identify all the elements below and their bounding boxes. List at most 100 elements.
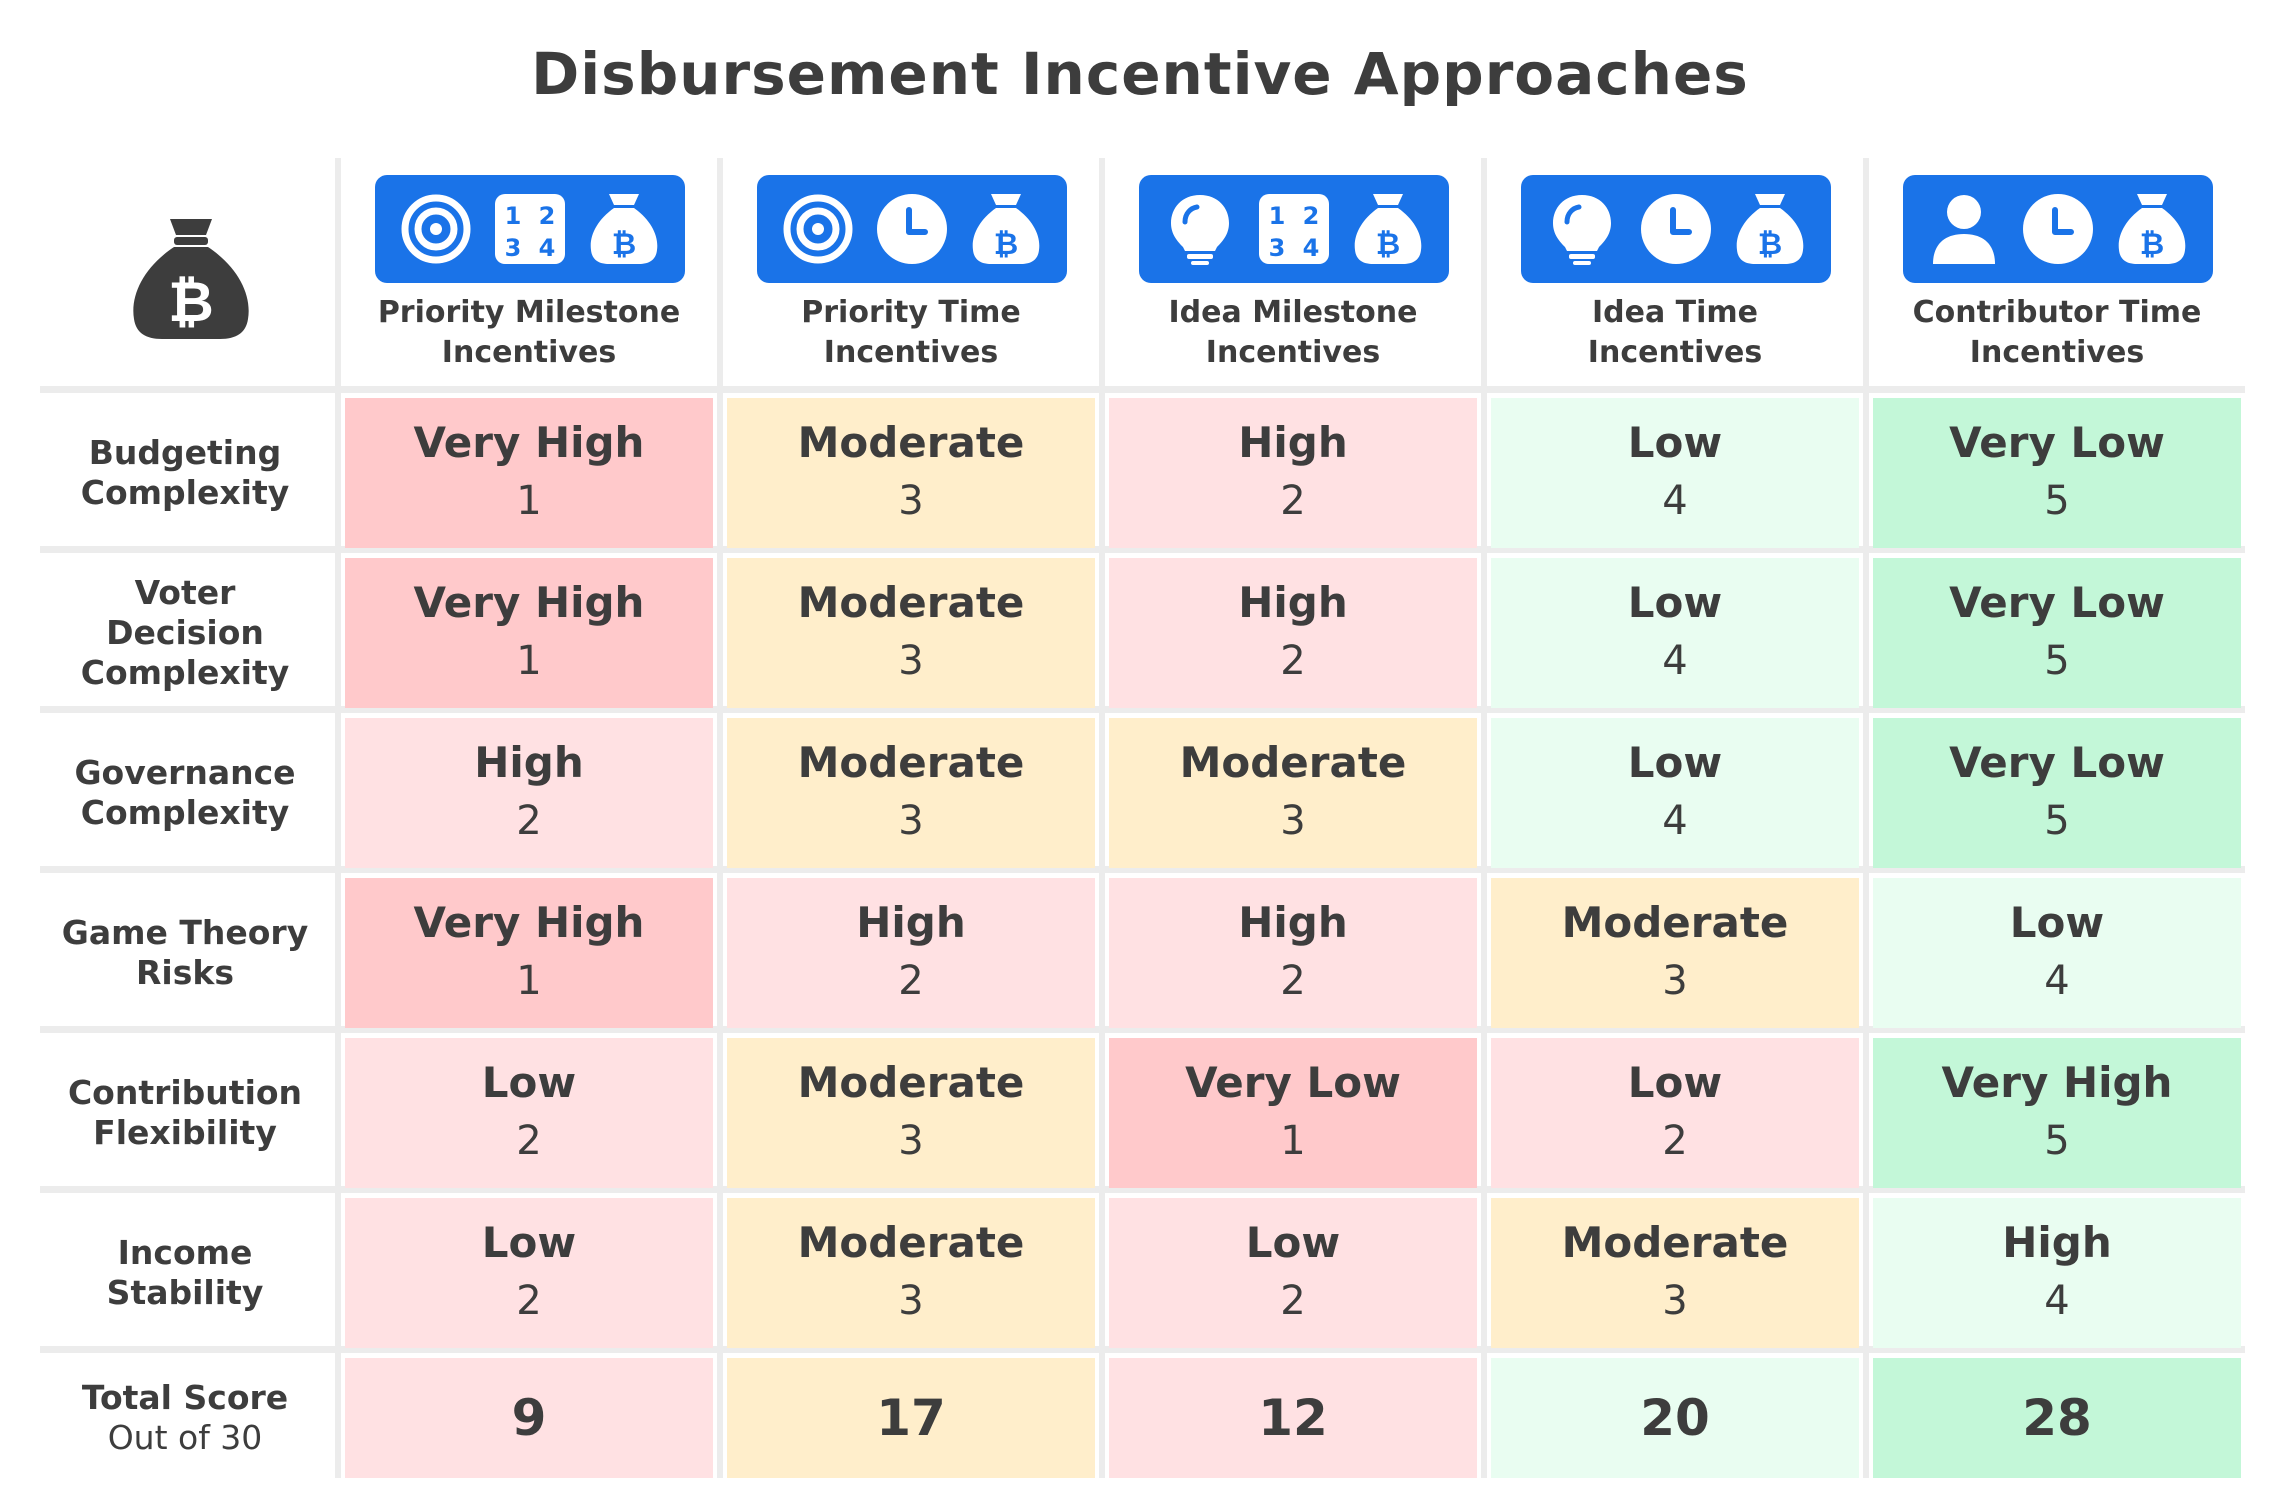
rating-score: 2 xyxy=(1280,958,1306,1004)
column-icon-group: ₿ xyxy=(757,175,1067,283)
score-cell: High 2 xyxy=(1109,398,1477,548)
row-label: Governance Complexity xyxy=(40,718,330,868)
score-cell: Very High 1 xyxy=(345,398,713,548)
total-label-text: Total Score Out of 30 xyxy=(82,1378,288,1458)
column-divider xyxy=(1863,158,1869,1478)
column-icon-group: ₿ xyxy=(1903,175,2213,283)
rating-score: 4 xyxy=(1662,478,1688,524)
column-label-line: Contributor Time xyxy=(1912,295,2202,330)
score-cell: Moderate 3 xyxy=(727,398,1095,548)
column-label: Priority Time Incentives xyxy=(727,293,1095,373)
rating-score: 3 xyxy=(1662,1278,1688,1324)
total-score-cell: 17 xyxy=(727,1358,1095,1478)
total-score-cell: 20 xyxy=(1491,1358,1859,1478)
lightbulb-icon xyxy=(1553,195,1611,265)
total-score-cell: 28 xyxy=(1873,1358,2241,1478)
column-label-line: Priority Time xyxy=(801,295,1021,330)
svg-text:1: 1 xyxy=(505,202,522,230)
rating-level: High xyxy=(2002,1218,2112,1267)
bitcoin-bag-icon: ₿ xyxy=(590,194,658,264)
row-label-text: Contribution Flexibility xyxy=(68,1073,302,1153)
svg-text:2: 2 xyxy=(539,202,556,230)
rating-level: Moderate xyxy=(797,1218,1025,1267)
score-cell: High 2 xyxy=(727,878,1095,1028)
column-label: Idea Time Incentives xyxy=(1491,293,1859,373)
score-cell: Very Low 5 xyxy=(1873,558,2241,708)
column-divider xyxy=(1481,158,1487,1478)
rating-level: High xyxy=(1238,898,1348,947)
target-icon xyxy=(401,194,471,264)
svg-text:₿: ₿ xyxy=(1376,227,1400,262)
rating-score: 4 xyxy=(1662,638,1688,684)
svg-text:2: 2 xyxy=(1303,202,1320,230)
numbered-grid-icon: 1 23 4 xyxy=(495,194,565,264)
rating-score: 4 xyxy=(1662,798,1688,844)
column-label-line: Idea Milestone xyxy=(1168,295,1418,330)
rating-level: Very Low xyxy=(1949,418,2165,467)
score-cell: Low 4 xyxy=(1491,718,1859,868)
rating-level: Moderate xyxy=(797,1058,1025,1107)
svg-text:₿: ₿ xyxy=(2140,227,2164,262)
rating-level: Very Low xyxy=(1949,738,2165,787)
rating-level: Low xyxy=(1245,1218,1341,1267)
total-score-value: 9 xyxy=(511,1389,547,1447)
rating-level: High xyxy=(1238,578,1348,627)
rating-level: Moderate xyxy=(1561,898,1789,947)
rating-level: Low xyxy=(1627,418,1723,467)
rating-score: 2 xyxy=(1280,1278,1306,1324)
row-label-text: Game Theory Risks xyxy=(62,913,308,993)
target-icon xyxy=(783,194,853,264)
column-icon-group: 1 2 3 4 ₿ xyxy=(1139,175,1449,283)
numbered-grid-icon: 1 23 4 xyxy=(1259,194,1329,264)
column-label: Priority Milestone Incentives xyxy=(345,293,713,373)
row-label-line: Stability xyxy=(106,1273,264,1312)
rating-score: 5 xyxy=(2044,798,2070,844)
rating-level: Low xyxy=(2009,898,2105,947)
rating-level: Moderate xyxy=(797,418,1025,467)
rating-score: 2 xyxy=(1280,478,1306,524)
bitcoin-money-bag-icon: ₿ xyxy=(133,219,249,339)
row-label-line: Voter xyxy=(134,573,236,612)
row-divider xyxy=(40,706,2245,713)
row-label-line: Game Theory xyxy=(61,913,309,952)
row-label-text: Budgeting Complexity xyxy=(81,433,289,513)
column-label-line: Incentives xyxy=(441,335,617,370)
rating-score: 4 xyxy=(2044,958,2070,1004)
score-cell: Moderate 3 xyxy=(727,718,1095,868)
total-score-label: Total Score Out of 30 xyxy=(40,1358,330,1478)
score-cell: Very Low 1 xyxy=(1109,1038,1477,1188)
score-cell: Low 4 xyxy=(1873,878,2241,1028)
score-cell: Very High 1 xyxy=(345,558,713,708)
score-cell: Low 2 xyxy=(1491,1038,1859,1188)
svg-text:₿: ₿ xyxy=(612,227,636,262)
rating-score: 3 xyxy=(898,1278,924,1324)
rating-level: High xyxy=(474,738,584,787)
svg-text:1: 1 xyxy=(1269,202,1286,230)
column-divider xyxy=(1099,158,1105,1478)
rating-score: 2 xyxy=(516,798,542,844)
row-label: Contribution Flexibility xyxy=(40,1038,330,1188)
rating-level: Very High xyxy=(413,898,645,947)
svg-text:4: 4 xyxy=(539,234,556,262)
column-label: Idea Milestone Incentives xyxy=(1109,293,1477,373)
rating-score: 3 xyxy=(1280,798,1306,844)
score-cell: Moderate 3 xyxy=(1491,1198,1859,1348)
row-label-line: Complexity xyxy=(80,473,290,512)
rating-level: Moderate xyxy=(797,738,1025,787)
score-cell: High 2 xyxy=(345,718,713,868)
row-label: Game Theory Risks xyxy=(40,878,330,1028)
column-label-line: Idea Time xyxy=(1591,295,1759,330)
score-cell: High 2 xyxy=(1109,558,1477,708)
row-label-text: Income Stability xyxy=(107,1233,264,1313)
row-label-line: Decision xyxy=(106,613,264,652)
score-cell: Low 4 xyxy=(1491,558,1859,708)
row-divider xyxy=(40,1346,2245,1353)
rating-score: 2 xyxy=(516,1278,542,1324)
svg-text:₿: ₿ xyxy=(994,227,1018,262)
column-label-line: Incentives xyxy=(823,335,999,370)
total-score-value: 28 xyxy=(2022,1389,2092,1447)
row-divider xyxy=(40,386,2245,393)
total-score-value: 12 xyxy=(1258,1389,1328,1447)
row-label-line: Contribution xyxy=(67,1073,303,1112)
clock-icon xyxy=(1641,194,1711,264)
